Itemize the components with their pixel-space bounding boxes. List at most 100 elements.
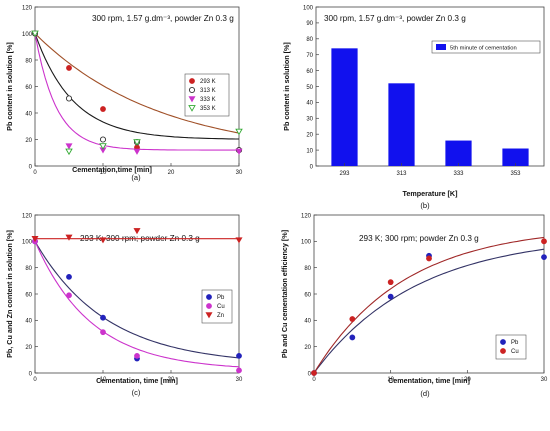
legend-box (495, 334, 527, 360)
y-tick-label: 80 (25, 58, 32, 64)
point-353-k (31, 30, 39, 38)
chart-title: 293 K; 300 rpm; powder Zn 0.3 g (359, 234, 479, 243)
legend-label: 313 K (200, 88, 216, 94)
point-353-k (99, 143, 107, 150)
legend-box (431, 40, 541, 54)
y-axis-label: Pb content in solution [%] (282, 42, 291, 131)
legend-marker (188, 96, 196, 103)
y-tick-label: 20 (25, 138, 32, 144)
x-tick-label: 30 (541, 377, 548, 383)
legend-label: Pb (511, 340, 519, 346)
x-axis-label: Temperature [K] (403, 189, 458, 198)
x-tick-label: 30 (236, 377, 243, 383)
y-tick-label: 100 (22, 32, 33, 38)
y-tick-label: 100 (303, 5, 314, 11)
point-pb (236, 352, 242, 359)
x-tick-label: 293 (339, 171, 350, 177)
y-tick-label: 40 (306, 101, 313, 107)
y-tick-label: 100 (301, 240, 312, 246)
y-tick-label: 40 (25, 319, 32, 325)
y-tick-label: 20 (306, 133, 313, 139)
x-tick-label: 10 (387, 377, 394, 383)
point-cu (349, 316, 356, 322)
y-axis-label: Pb, Cu and Zn content in solution [%] (5, 230, 14, 358)
y-tick-label: 60 (25, 292, 32, 298)
y-axis-label: Pb content in solution [%] (5, 42, 14, 131)
x-tick-label: 0 (33, 170, 37, 176)
point-cu (66, 292, 72, 299)
point-353-k (133, 139, 141, 146)
x-tick-label: 20 (168, 377, 175, 383)
chart-title: 300 rpm, 1.57 g.dm⁻³, powder Zn 0.3 g (92, 14, 234, 23)
legend-marker (206, 303, 212, 309)
bar-353K (502, 148, 529, 166)
legend-label: 333 K (200, 97, 216, 103)
y-tick-label: 60 (304, 292, 311, 298)
legend-marker (189, 78, 195, 84)
y-tick-label: 80 (306, 37, 313, 43)
y-tick-label: 30 (306, 117, 313, 123)
fit-line-cu (34, 241, 240, 368)
y-axis-label: Pb and Cu cementation efficiency [%] (280, 230, 289, 358)
point-313-k (65, 95, 73, 102)
panel-a: 300 rpm, 1.57 g.dm⁻³, powder Zn 0.3 g (a)… (5, 5, 243, 182)
y-tick-label: 100 (22, 240, 33, 246)
legend-label: Pb (217, 295, 225, 301)
point-zn (133, 228, 141, 235)
point-333-k (133, 148, 141, 155)
y-tick-label: 0 (310, 164, 314, 170)
point-313-k (99, 136, 107, 143)
point-293-k (66, 65, 72, 71)
point-zn (31, 236, 39, 243)
y-tick-label: 60 (306, 69, 313, 75)
legend-label: Cu (217, 304, 225, 310)
legend-marker (188, 86, 196, 94)
x-tick-label: 0 (312, 377, 316, 383)
panel-caption: (d) (420, 389, 430, 398)
point-zn (235, 237, 243, 244)
point-cu (426, 255, 432, 262)
y-tick-label: 60 (25, 85, 32, 91)
point-333-k (65, 143, 73, 150)
point-cu (387, 279, 394, 286)
x-tick-label: 30 (236, 170, 243, 176)
panel-caption: (a) (131, 173, 141, 182)
x-axis-label: Cementation, time [min] (96, 376, 178, 385)
x-tick-label: 20 (168, 170, 175, 176)
bar-333K (445, 140, 472, 166)
point-cu (541, 238, 547, 245)
x-axis-label: Cementation, time [min] (388, 376, 470, 385)
point-cu (311, 370, 317, 376)
panel-caption: (b) (420, 201, 430, 210)
point-353-k (235, 128, 243, 136)
point-pb (387, 293, 394, 300)
y-tick-label: 80 (25, 266, 32, 272)
bar-293K (331, 48, 358, 167)
x-tick-label: 10 (100, 170, 107, 176)
point-353-k (65, 148, 73, 156)
point-zn (65, 234, 73, 241)
y-tick-label: 80 (304, 266, 311, 272)
x-tick-label: 333 (453, 171, 464, 177)
bar-313K (388, 83, 415, 166)
x-tick-label: 0 (33, 377, 37, 383)
legend-label: 5th minute of cementation (450, 46, 517, 52)
y-tick-label: 20 (304, 345, 311, 351)
x-tick-label: 353 (510, 171, 521, 177)
legend-label: Cu (511, 349, 519, 355)
point-cu (100, 329, 106, 336)
x-tick-label: 20 (464, 377, 471, 383)
point-cu (236, 367, 242, 374)
legend-label: 293 K (200, 79, 216, 85)
fit-line-pb (34, 241, 240, 359)
y-tick-label: 90 (306, 21, 313, 27)
chart-title: 300 rpm, 1.57 g.dm⁻³, powder Zn 0.3 g (324, 14, 466, 23)
y-tick-label: 40 (25, 111, 32, 117)
y-tick-label: 0 (29, 371, 33, 377)
legend-marker (500, 348, 506, 354)
point-zn (99, 237, 107, 244)
panel-b: 300 rpm, 1.57 g.dm⁻³, powder Zn 0.3 g (b)… (282, 5, 545, 210)
y-tick-label: 40 (304, 319, 311, 325)
legend-label: 353 K (200, 106, 216, 112)
point-333-k (235, 148, 243, 155)
